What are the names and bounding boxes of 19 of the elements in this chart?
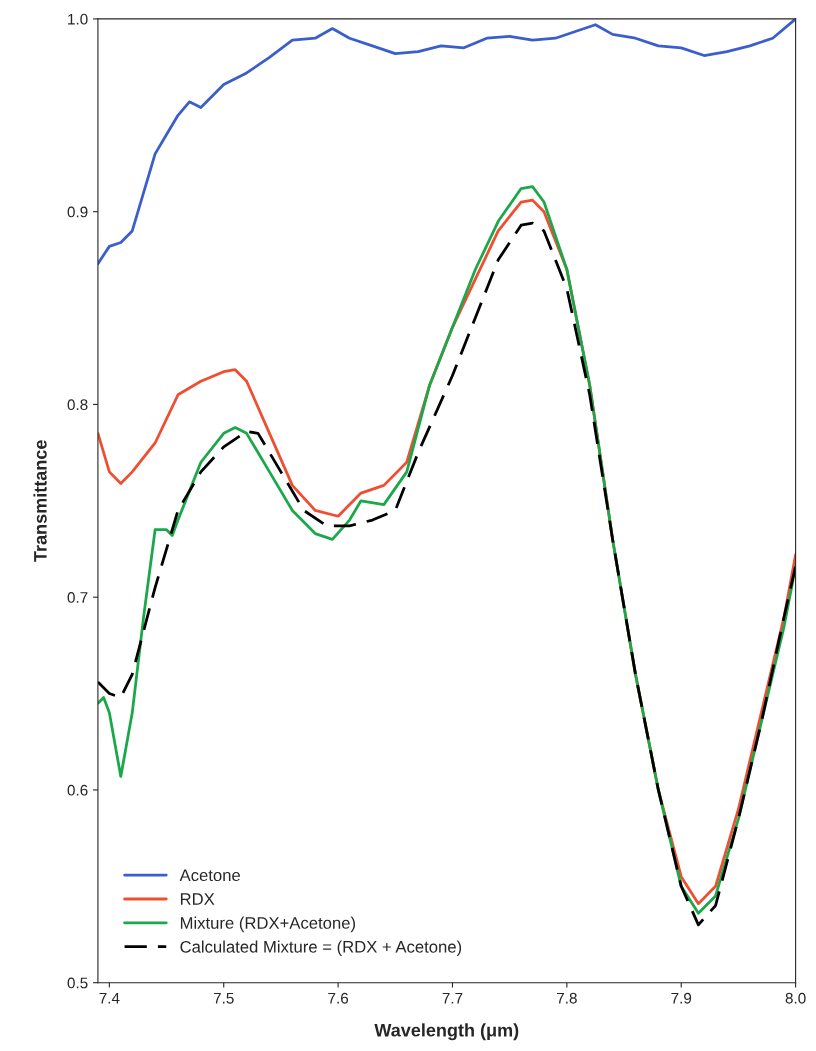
x-axis-title: Wavelength (μm) [374, 1023, 519, 1041]
x-tick-label: 8.0 [785, 992, 806, 1004]
legend-label: Mixture (RDX+Acetone) [180, 916, 355, 933]
x-tick-label: 7.9 [671, 992, 692, 1004]
y-axis-title: Transmittance [33, 440, 47, 562]
x-tick-label: 7.4 [99, 992, 120, 1004]
legend-label: RDX [180, 893, 215, 905]
y-tick-label: 1.0 [68, 13, 88, 25]
legend-label: Calculated Mixture = (RDX + Acetone) [180, 940, 462, 957]
y-tick-label: 0.6 [67, 784, 88, 796]
y-tick-label: 0.7 [67, 592, 88, 603]
y-tick-label: 0.8 [67, 399, 88, 411]
x-tick-label: 7.6 [328, 992, 349, 1004]
x-tick-label: 7.8 [557, 992, 577, 1004]
y-tick-label: 0.9 [67, 206, 88, 218]
y-tick-label: 0.5 [67, 977, 88, 989]
x-tick-label: 7.5 [213, 992, 234, 1004]
x-tick-label: 7.7 [442, 992, 463, 1004]
legend-label: Acetone [179, 869, 240, 882]
